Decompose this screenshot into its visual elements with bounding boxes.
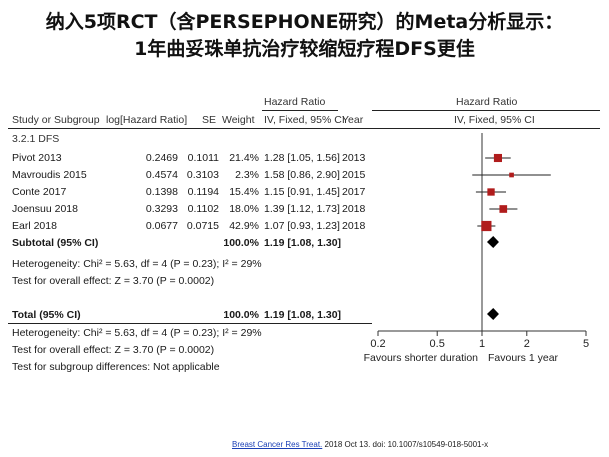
row-study: Conte 2017 bbox=[12, 186, 67, 198]
row-year: 2018 bbox=[342, 203, 366, 215]
subtotal-diamond bbox=[486, 236, 499, 248]
row-se: 0.1102 bbox=[187, 203, 219, 215]
study-square bbox=[487, 188, 495, 196]
row-ci: 1.07 [0.93, 1.23] bbox=[264, 220, 340, 232]
heterogeneity-1: Heterogeneity: Chi² = 5.63, df = 4 (P = … bbox=[12, 258, 262, 270]
study-square bbox=[499, 205, 508, 213]
row-loghr: 0.0677 bbox=[145, 220, 178, 232]
col-study: Study or Subgroup bbox=[12, 114, 100, 126]
citation-details: 2018 Oct 13. doi: 10.1007/s10549-018-500… bbox=[322, 440, 489, 449]
subgroup-label: 3.2.1 DFS bbox=[12, 133, 60, 145]
row-study: Pivot 2013 bbox=[12, 152, 62, 164]
row-study: Earl 2018 bbox=[12, 220, 57, 232]
overall-effect-2: Test for overall effect: Z = 3.70 (P = 0… bbox=[12, 344, 215, 356]
total-label: Total (95% CI) bbox=[12, 309, 81, 321]
total-diamond bbox=[486, 308, 499, 320]
slide-title-line1: 纳入5项RCT（含PERSEPHONE研究）的Meta分析显示： bbox=[45, 11, 564, 33]
header-rule bbox=[8, 128, 600, 129]
row-se: 0.3103 bbox=[186, 169, 219, 181]
row-weight: 21.4% bbox=[229, 152, 259, 164]
study-square bbox=[509, 172, 514, 178]
header-underline-right bbox=[372, 110, 600, 111]
x-tick-label: 1 bbox=[479, 338, 485, 350]
subtotal-weight: 100.0% bbox=[223, 237, 259, 249]
row-study: Joensuu 2018 bbox=[12, 203, 78, 215]
x-tick-label: 5 bbox=[583, 338, 589, 350]
header-group-right: Hazard Ratio bbox=[456, 96, 518, 108]
row-weight: 42.9% bbox=[229, 220, 259, 232]
row-weight: 18.0% bbox=[229, 203, 259, 215]
row-loghr: 0.2469 bbox=[145, 152, 178, 164]
col-year: Year bbox=[342, 114, 364, 126]
row-study: Mavroudis 2015 bbox=[12, 169, 87, 181]
row-ci: 1.39 [1.12, 1.73] bbox=[264, 203, 340, 215]
row-year: 2013 bbox=[342, 152, 366, 164]
row-weight: 2.3% bbox=[235, 169, 259, 181]
total-weight: 100.0% bbox=[223, 309, 259, 321]
row-se: 0.1194 bbox=[187, 186, 219, 198]
header-underline bbox=[262, 110, 338, 111]
row-se: 0.0715 bbox=[186, 220, 219, 232]
subgroup-differences: Test for subgroup differences: Not appli… bbox=[12, 361, 220, 373]
citation-journal-link[interactable]: Breast Cancer Res Treat. bbox=[232, 440, 323, 449]
heterogeneity-2: Heterogeneity: Chi² = 5.63, df = 4 (P = … bbox=[12, 327, 262, 339]
row-year: 2017 bbox=[342, 186, 366, 198]
overall-effect-1: Test for overall effect: Z = 3.70 (P = 0… bbox=[12, 275, 215, 287]
favours-right-label: Favours 1 year bbox=[488, 352, 559, 364]
favours-left-label: Favours shorter duration bbox=[364, 352, 479, 364]
col-loghr: log[Hazard Ratio] bbox=[106, 114, 188, 126]
col-ci: IV, Fixed, 95% CI bbox=[264, 114, 345, 126]
subtotal-label: Subtotal (95% CI) bbox=[12, 237, 99, 249]
x-tick-label: 0.2 bbox=[370, 338, 385, 350]
total-ci: 1.19 [1.08, 1.30] bbox=[264, 309, 342, 321]
row-ci: 1.15 [0.91, 1.45] bbox=[264, 186, 340, 198]
row-loghr: 0.3293 bbox=[145, 203, 178, 215]
row-ci: 1.28 [1.05, 1.56] bbox=[264, 152, 340, 164]
x-tick-label: 2 bbox=[524, 338, 530, 350]
slide-title-line2: 1年曲妥珠单抗治疗较缩短疗程DFS更佳 bbox=[134, 38, 475, 60]
row-loghr: 0.4574 bbox=[145, 169, 178, 181]
header-group: Hazard Ratio bbox=[264, 96, 326, 108]
citation: Breast Cancer Res Treat. 2018 Oct 13. do… bbox=[232, 440, 488, 449]
row-year: 2015 bbox=[342, 169, 366, 181]
total-rule bbox=[8, 323, 372, 324]
study-square bbox=[481, 220, 492, 232]
row-year: 2018 bbox=[342, 220, 366, 232]
row-weight: 15.4% bbox=[229, 186, 259, 198]
col-weight: Weight bbox=[222, 114, 255, 126]
row-loghr: 0.1398 bbox=[145, 186, 178, 198]
col-ci-right: IV, Fixed, 95% CI bbox=[454, 114, 535, 126]
x-tick-label: 0.5 bbox=[430, 338, 445, 350]
study-square bbox=[493, 153, 502, 163]
row-se: 0.1011 bbox=[187, 152, 219, 164]
subtotal-ci: 1.19 [1.08, 1.30] bbox=[264, 237, 342, 249]
row-ci: 1.58 [0.86, 2.90] bbox=[264, 169, 340, 181]
col-se: SE bbox=[202, 114, 217, 126]
